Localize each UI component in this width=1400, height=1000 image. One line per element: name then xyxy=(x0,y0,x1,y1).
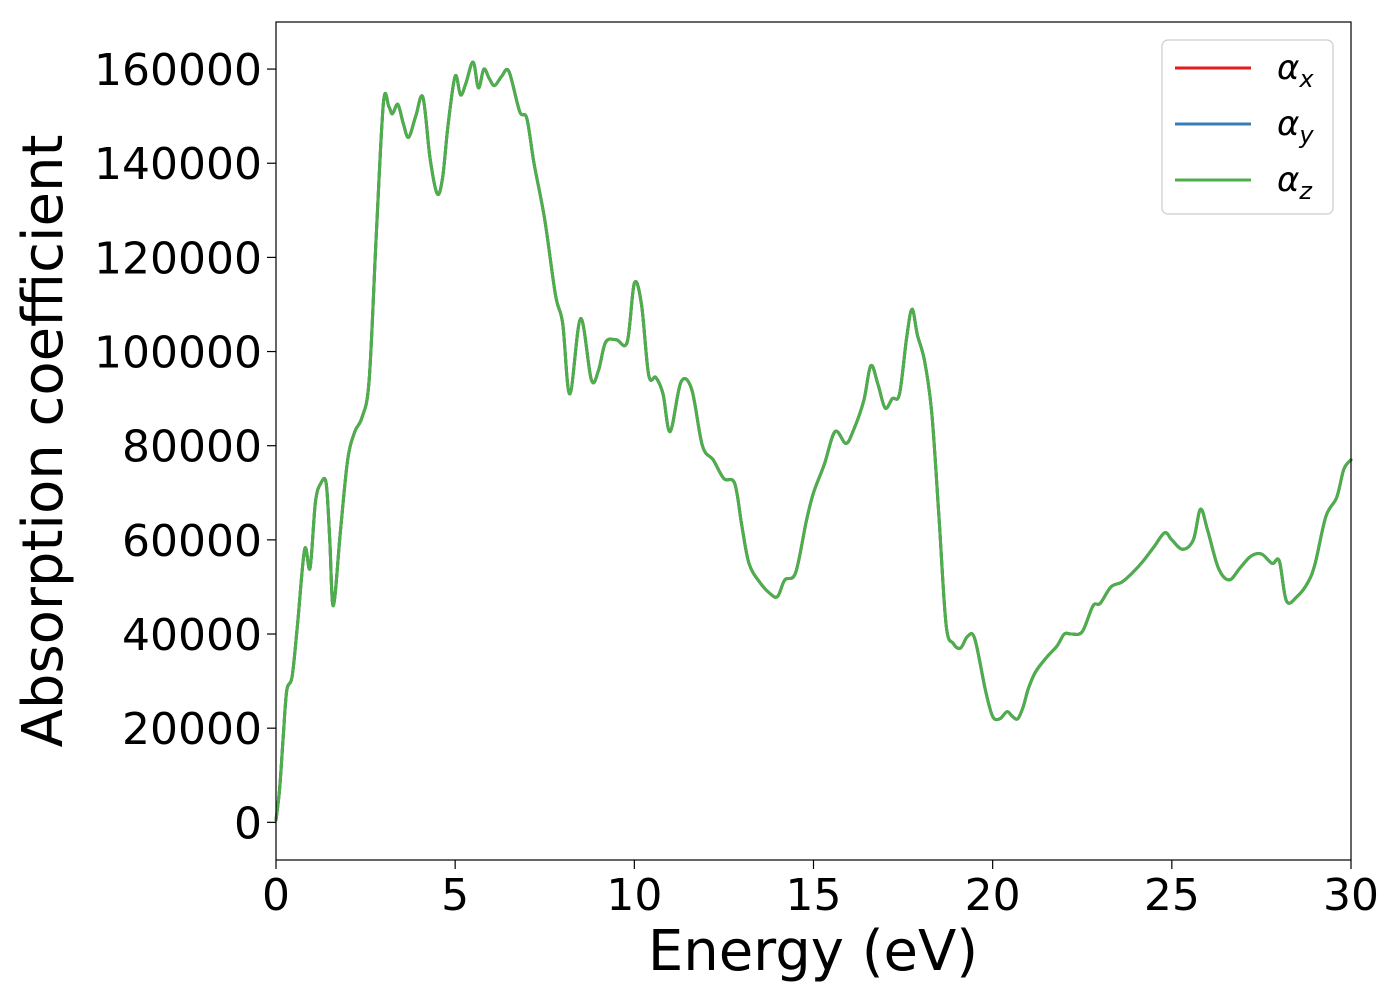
y-axis-title: Absorption coefficient xyxy=(11,135,76,748)
y-tick-label: 80000 xyxy=(122,422,262,473)
x-tick-label: 30 xyxy=(1323,870,1379,921)
y-axis-ticks: 0 20000 40000 60000 80000 100000 120000 140000 1… xyxy=(94,45,276,849)
y-tick-label: 100000 xyxy=(94,328,262,379)
legend-box xyxy=(1161,39,1334,215)
series-layer xyxy=(274,60,1353,822)
x-tick-label: 5 xyxy=(441,870,469,921)
x-tick-label: 0 xyxy=(262,870,290,921)
y-tick-label: 0 xyxy=(234,798,262,849)
legend-label-y: αy xyxy=(1277,104,1314,149)
x-tick-label: 10 xyxy=(606,870,662,921)
y-tick-label: 120000 xyxy=(94,233,262,284)
y-tick-label: 60000 xyxy=(122,516,262,567)
y-tick-label: 20000 xyxy=(122,704,262,755)
y-tick-label: 40000 xyxy=(122,610,262,661)
x-tick-label: 25 xyxy=(1144,870,1200,921)
y-tick-label: 140000 xyxy=(94,139,262,190)
y-tick-label: 160000 xyxy=(94,45,262,96)
series-line-3 xyxy=(274,60,1353,822)
x-tick-label: 15 xyxy=(786,870,842,921)
x-axis-title: Energy (eV) xyxy=(648,919,978,984)
x-tick-label: 20 xyxy=(965,870,1021,921)
x-axis-ticks: 0 5 10 15 20 25 30 xyxy=(262,860,1379,921)
